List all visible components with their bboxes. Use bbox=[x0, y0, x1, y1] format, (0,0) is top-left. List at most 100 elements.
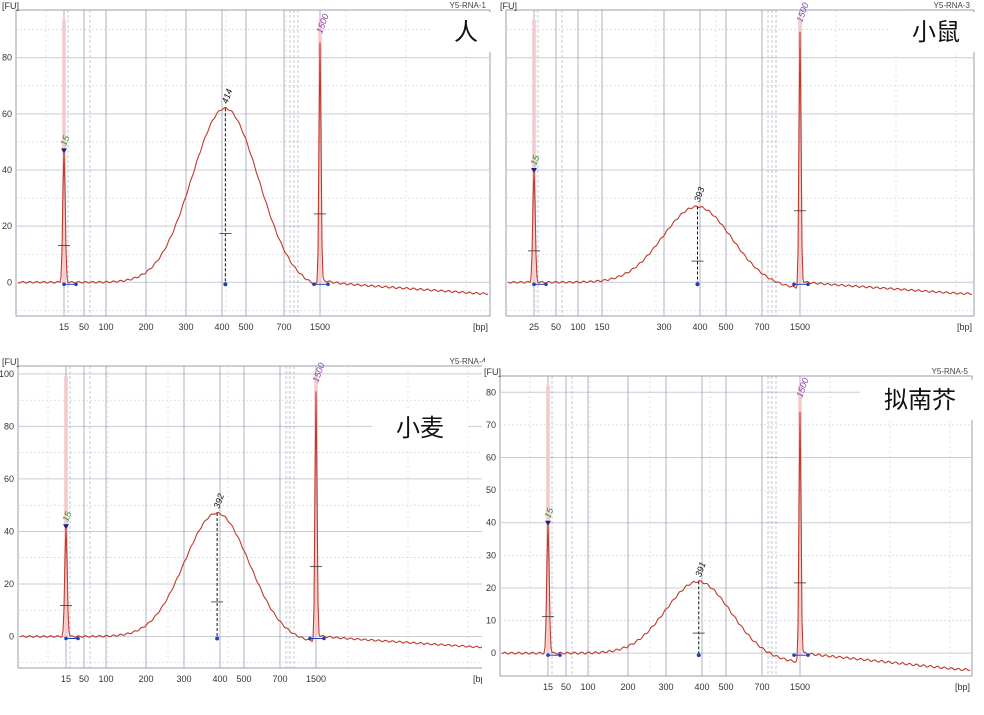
marker-band bbox=[532, 20, 536, 283]
run-label: Y5-RNA-3 bbox=[934, 1, 971, 10]
x-unit-label: [bp] bbox=[955, 682, 970, 692]
x-tick-label: 1500 bbox=[310, 322, 330, 332]
peak-marker-triangle bbox=[61, 148, 67, 154]
range-end-dot bbox=[322, 636, 326, 641]
x-tick-label: 50 bbox=[551, 322, 561, 332]
marker-band bbox=[318, 20, 322, 283]
x-tick-label: 700 bbox=[272, 674, 287, 684]
x-unit-label: [bp] bbox=[473, 322, 488, 332]
range-start-dot bbox=[546, 653, 550, 657]
y-tick-label: 40 bbox=[4, 526, 14, 536]
peak-baseline-dot bbox=[696, 653, 701, 658]
x-tick-label: 300 bbox=[176, 674, 191, 684]
peak-label-sample: 393 bbox=[692, 186, 707, 204]
y-tick-label: 40 bbox=[2, 165, 12, 175]
peak-label-lower_marker: 15 bbox=[528, 153, 541, 167]
species-label-human: 人 bbox=[430, 12, 492, 52]
x-unit-label: [bp] bbox=[957, 322, 972, 332]
trace-line bbox=[19, 391, 489, 649]
electropherogram-plot: 25 50 100 150 300 400 500 700 1500 [FU] [bp] Y5-RNA… bbox=[500, 1, 975, 332]
range-start-dot bbox=[64, 636, 68, 641]
y-tick-label: 80 bbox=[2, 53, 12, 63]
x-tick-label: 500 bbox=[718, 682, 733, 692]
x-tick-label: 300 bbox=[656, 322, 671, 332]
plot-frame bbox=[499, 375, 973, 677]
range-start-dot bbox=[312, 282, 316, 287]
range-end-dot bbox=[558, 653, 562, 657]
marker-band bbox=[314, 376, 318, 637]
x-tick-label: 25 bbox=[529, 322, 539, 332]
x-tick-label: 100 bbox=[98, 674, 113, 684]
range-start-dot bbox=[308, 636, 312, 641]
x-tick-label: 50 bbox=[79, 674, 89, 684]
x-tick-label: 1500 bbox=[790, 682, 810, 692]
range-end-dot bbox=[76, 636, 80, 641]
x-tick-label: 200 bbox=[620, 682, 635, 692]
electropherogram-arabidopsis: 0 10 20 30 40 50 60 70 80 15 50 100 200 300 400 500 700 1… bbox=[482, 362, 984, 712]
y-unit-label: [FU] bbox=[2, 1, 19, 11]
x-tick-label: 50 bbox=[561, 682, 571, 692]
x-tick-label: 200 bbox=[138, 322, 153, 332]
x-tick-label: 1500 bbox=[790, 322, 810, 332]
x-tick-label: 150 bbox=[594, 322, 609, 332]
peak-baseline-dot bbox=[223, 282, 228, 287]
x-tick-label: 400 bbox=[694, 682, 709, 692]
y-tick-label: 30 bbox=[486, 550, 496, 560]
peak-marker-triangle bbox=[63, 524, 69, 530]
y-unit-label: [FU] bbox=[2, 357, 19, 367]
x-tick-label: 15 bbox=[543, 682, 553, 692]
peak-label-lower_marker: 15 bbox=[542, 506, 555, 520]
trace-line bbox=[507, 31, 973, 295]
y-tick-label: 80 bbox=[486, 387, 496, 397]
y-tick-label: 60 bbox=[486, 453, 496, 463]
y-tick-label: 100 bbox=[0, 369, 14, 379]
electropherogram-plot: 0 20 40 60 80 15 50 100 200 300 400 500 700 1500 [FU] [… bbox=[2, 1, 491, 332]
run-label: Y5-RNA-1 bbox=[450, 1, 487, 10]
x-tick-label: 700 bbox=[754, 682, 769, 692]
x-tick-label: 700 bbox=[276, 322, 291, 332]
trace-line bbox=[17, 42, 489, 295]
peak-baseline-dot bbox=[695, 282, 700, 287]
peak-label-lower_marker: 15 bbox=[60, 509, 73, 523]
marker-band bbox=[798, 386, 802, 654]
x-tick-label: 1500 bbox=[306, 674, 326, 684]
electropherogram-mouse: 25 50 100 150 300 400 500 700 1500 [FU] [bp] Y5-RNA… bbox=[498, 0, 984, 345]
x-tick-label: 300 bbox=[178, 322, 193, 332]
y-tick-label: 10 bbox=[486, 616, 496, 626]
y-tick-label: 60 bbox=[4, 474, 14, 484]
peak-marker-triangle bbox=[545, 520, 551, 526]
y-tick-label: 20 bbox=[486, 583, 496, 593]
range-end-dot bbox=[806, 653, 810, 657]
range-end-dot bbox=[74, 282, 78, 287]
marker-band bbox=[546, 386, 550, 654]
plot-frame bbox=[505, 9, 975, 317]
species-label-mouse: 小鼠 bbox=[890, 12, 982, 52]
y-tick-label: 20 bbox=[2, 221, 12, 231]
range-start-dot bbox=[792, 653, 796, 657]
range-start-dot bbox=[532, 282, 536, 287]
y-tick-label: 40 bbox=[486, 518, 496, 528]
x-tick-label: 15 bbox=[59, 322, 69, 332]
plot-frame bbox=[15, 9, 491, 317]
electropherogram-wheat: 0 20 40 60 80 100 15 50 100 200 300 400 500 700 1500 [F… bbox=[0, 352, 492, 710]
marker-band bbox=[798, 20, 802, 283]
electropherogram-plot: 0 20 40 60 80 100 15 50 100 200 300 400 500 700 1500 [F… bbox=[0, 357, 491, 684]
x-tick-label: 300 bbox=[658, 682, 673, 692]
x-tick-label: 400 bbox=[214, 322, 229, 332]
range-end-dot bbox=[326, 282, 330, 287]
run-label: Y5-RNA-4 bbox=[450, 357, 487, 366]
x-tick-label: 50 bbox=[79, 322, 89, 332]
y-unit-label: [FU] bbox=[500, 1, 517, 11]
y-tick-label: 60 bbox=[2, 109, 12, 119]
range-start-dot bbox=[792, 282, 796, 287]
range-end-dot bbox=[544, 282, 548, 287]
x-tick-label: 400 bbox=[212, 674, 227, 684]
x-tick-label: 100 bbox=[570, 322, 585, 332]
y-unit-label: [FU] bbox=[484, 367, 501, 377]
electropherogram-human: 0 20 40 60 80 15 50 100 200 300 400 500 700 1500 [FU] [… bbox=[0, 0, 492, 345]
peak-label-sample: 414 bbox=[220, 87, 235, 105]
peak-label-sample: 392 bbox=[212, 492, 227, 510]
peak-baseline-dot bbox=[215, 636, 220, 641]
x-tick-label: 100 bbox=[98, 322, 113, 332]
peak-label-sample: 391 bbox=[693, 561, 708, 579]
